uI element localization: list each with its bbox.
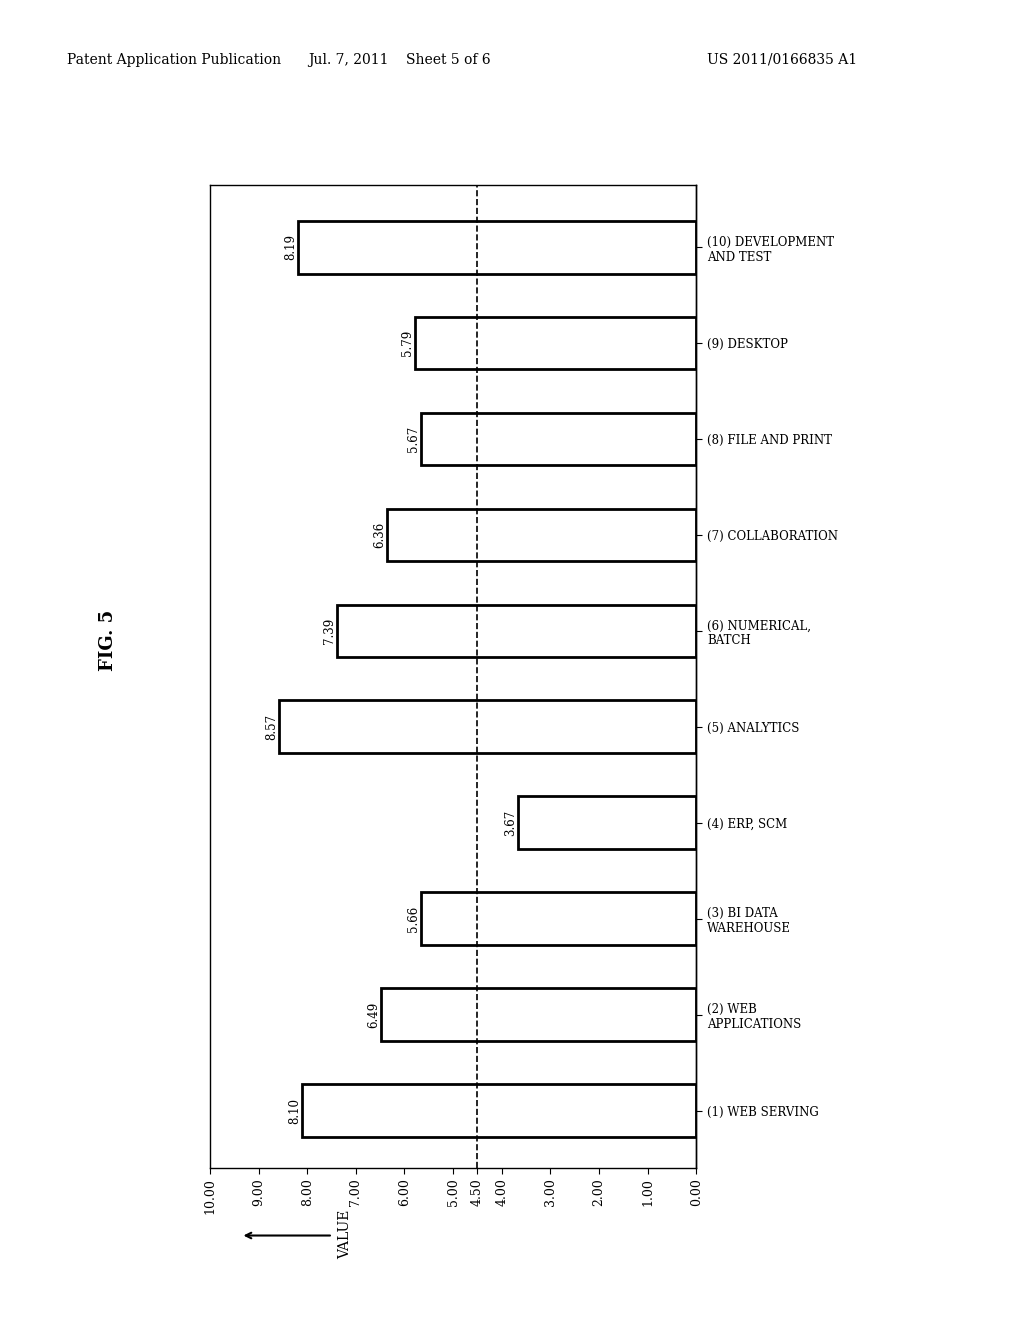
Text: US 2011/0166835 A1: US 2011/0166835 A1 [707,53,857,67]
Bar [421,413,696,466]
Text: Jul. 7, 2011    Sheet 5 of 6: Jul. 7, 2011 Sheet 5 of 6 [308,53,490,67]
Text: Patent Application Publication: Patent Application Publication [67,53,281,67]
Bar [421,892,696,945]
Bar [381,989,696,1041]
Bar [337,605,696,657]
Text: 7.39: 7.39 [324,618,336,644]
Text: 6.36: 6.36 [373,521,386,548]
Text: 5.66: 5.66 [408,906,420,932]
Bar [387,508,696,561]
Text: 5.67: 5.67 [407,426,420,453]
Text: 8.10: 8.10 [289,1098,301,1123]
Text: VALUE: VALUE [338,1209,352,1259]
Bar [280,701,696,754]
Text: 6.49: 6.49 [367,1002,380,1028]
Bar [298,220,696,273]
Bar [302,1084,696,1137]
Text: FIG. 5: FIG. 5 [98,610,117,671]
Text: 8.19: 8.19 [285,234,297,260]
Text: 3.67: 3.67 [504,809,517,836]
Bar [415,317,696,370]
Text: 5.79: 5.79 [401,330,414,356]
Bar [518,796,696,849]
Text: 8.57: 8.57 [265,714,279,741]
